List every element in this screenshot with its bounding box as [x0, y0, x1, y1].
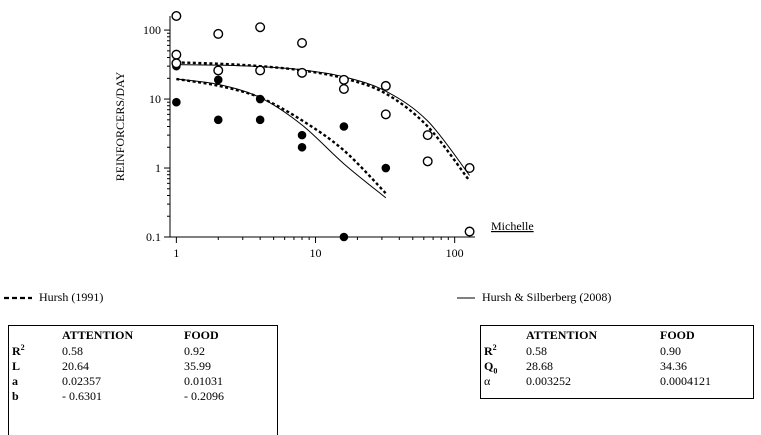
attention-point — [297, 142, 307, 152]
header-cell — [481, 326, 526, 344]
legend-hursh-1991: Hursh (1991) — [3, 290, 103, 305]
attention-value: - 0.6301 — [62, 389, 102, 403]
x-tick-label: 1 — [173, 246, 179, 260]
food-point — [255, 22, 266, 33]
attention-value: 0.02357 — [62, 374, 101, 388]
hursh-1991-fit-attention — [176, 77, 387, 195]
y-axis-label: REINFORCERS/DAY — [113, 71, 127, 181]
food-value: 0.01031 — [184, 374, 223, 388]
row-label: b — [12, 389, 19, 403]
header-food: FOOD — [660, 328, 695, 342]
food-point — [255, 65, 266, 76]
food-value: 0.0004121 — [660, 374, 711, 388]
food-point — [464, 226, 475, 237]
row-label: L — [12, 359, 21, 373]
row-label: R2 — [484, 343, 497, 359]
food-value: 0.90 — [660, 344, 681, 358]
table-row: α 0.003252 0.0004121 — [481, 374, 753, 389]
food-point — [380, 80, 391, 91]
dotted-line-swatch — [4, 296, 32, 299]
food-value: 0.92 — [184, 344, 205, 358]
attention-point — [213, 115, 223, 125]
hursh-silberberg-fit-food — [176, 64, 470, 176]
food-point — [213, 65, 224, 76]
food-point — [464, 163, 475, 174]
food-point — [297, 67, 308, 78]
food-point — [338, 83, 349, 94]
food-point — [171, 58, 182, 69]
food-point — [171, 10, 182, 22]
attention-value: 20.64 — [62, 359, 89, 373]
attention-point — [339, 232, 349, 242]
food-point — [422, 156, 433, 167]
attention-point — [297, 130, 307, 140]
table-row: Q0 28.68 34.36 — [481, 359, 753, 376]
header-cell — [9, 326, 62, 344]
x-tick-label: 100 — [446, 246, 464, 260]
legend-right-label: Hursh & Silberberg (2008) — [482, 290, 612, 304]
attention-value: 0.003252 — [526, 374, 571, 388]
hursh-1991-parameter-table: ATTENTION FOOD R2 0.58 0.92 L 20.64 35.9… — [8, 325, 278, 435]
food-point — [338, 74, 349, 85]
food-value: - 0.2096 — [184, 389, 224, 403]
axes — [164, 16, 475, 243]
attention-point — [339, 122, 349, 131]
food-value: 34.36 — [660, 359, 687, 373]
table-header-row: ATTENTION FOOD — [9, 326, 277, 344]
subject-annotation: Michelle — [491, 219, 534, 233]
attention-point — [255, 115, 265, 125]
table-row: a 0.02357 0.01031 — [9, 374, 277, 389]
attention-point — [172, 97, 181, 107]
header-attention: ATTENTION — [62, 328, 134, 342]
y-tick-label: 1 — [155, 161, 161, 175]
chart-labels: 1 10 100 0.1 1 10 100 REINFORCERS/DAY Michelle — [113, 23, 534, 260]
y-tick-label: 10 — [149, 92, 161, 106]
hursh-silberberg-parameter-table: ATTENTION FOOD R2 0.58 0.90 Q0 28.68 34.… — [480, 325, 754, 399]
hursh-1991-fit-food — [176, 61, 471, 182]
food-value: 35.99 — [184, 359, 211, 373]
table-row: R2 0.58 0.92 — [9, 344, 277, 359]
attention-value: 0.58 — [526, 344, 547, 358]
row-label: R2 — [12, 343, 25, 359]
food-point — [171, 49, 182, 60]
y-tick-label: 100 — [143, 23, 161, 37]
attention-point — [381, 163, 391, 173]
attention-value: 28.68 — [526, 359, 553, 373]
fit-curves — [176, 61, 471, 199]
food-point — [213, 28, 224, 39]
legend-hursh-silberberg-2008: Hursh & Silberberg (2008) — [456, 290, 611, 305]
attention-point — [255, 94, 265, 104]
legend-left-label: Hursh (1991) — [39, 290, 104, 304]
row-label: a — [12, 374, 18, 388]
header-food: FOOD — [184, 328, 219, 342]
demand-curve-chart: 1 10 100 0.1 1 10 100 REINFORCERS/DAY Michelle — [113, 10, 534, 260]
data-points — [171, 10, 475, 242]
x-tick-label: 10 — [310, 246, 322, 260]
attention-value: 0.58 — [62, 344, 83, 358]
row-label: α — [484, 374, 491, 388]
table-row: R2 0.58 0.90 — [481, 344, 753, 359]
table-row: L 20.64 35.99 — [9, 359, 277, 374]
food-point — [422, 130, 433, 141]
hursh-silberberg-fit-attention — [176, 78, 387, 199]
table-row: b - 0.6301 - 0.2096 — [9, 389, 277, 404]
attention-point — [213, 75, 223, 85]
header-attention: ATTENTION — [526, 328, 598, 342]
table-header-row: ATTENTION FOOD — [481, 326, 753, 344]
solid-line-swatch — [457, 297, 475, 298]
row-label: Q0 — [484, 359, 498, 376]
food-point — [380, 109, 391, 120]
food-point — [297, 37, 308, 48]
y-tick-label: 0.1 — [146, 230, 161, 244]
